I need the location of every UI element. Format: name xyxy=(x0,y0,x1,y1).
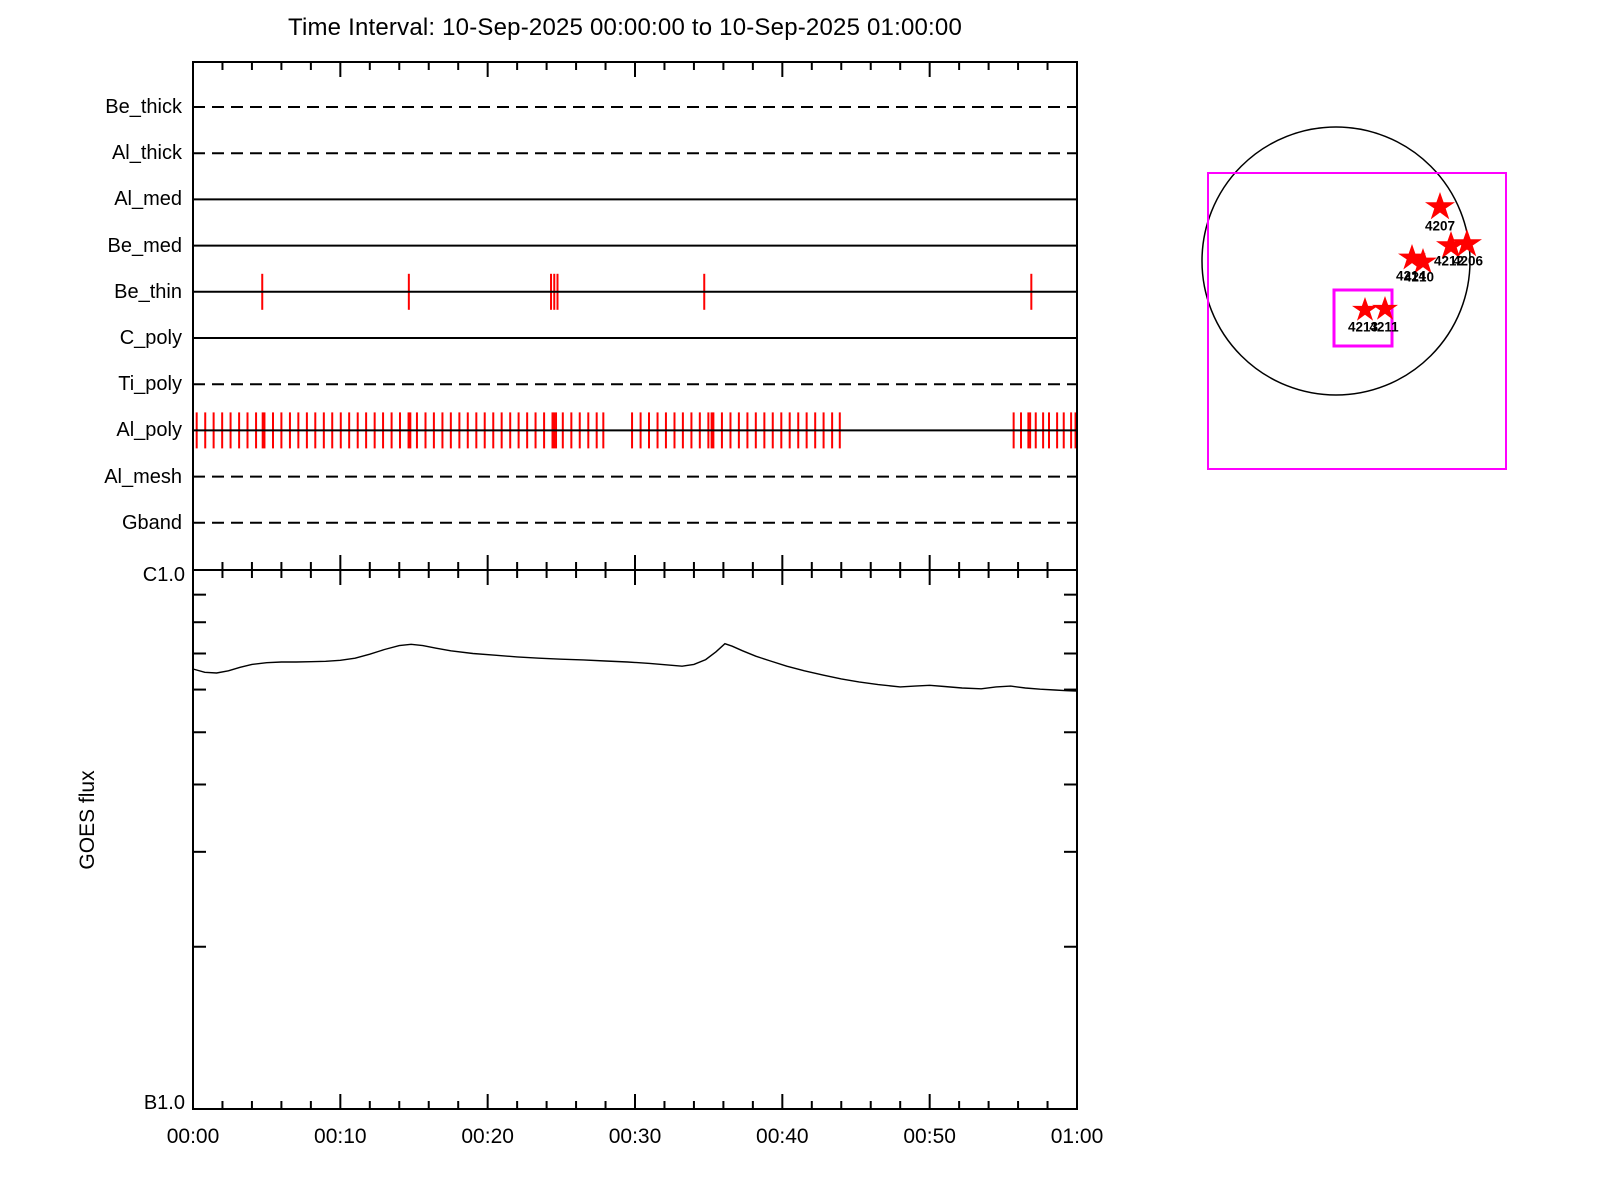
small-fov-box xyxy=(1332,288,1394,348)
solar-disk xyxy=(1201,126,1471,396)
active-region-label-4207: 4207 xyxy=(1424,218,1456,234)
plot-title: Time Interval: 10-Sep-2025 00:00:00 to 1… xyxy=(287,14,963,41)
filter-label-Al_poly: Al_poly xyxy=(116,419,182,442)
filter-label-Gband: Gband xyxy=(121,511,182,534)
large-fov-box xyxy=(1207,172,1507,470)
active-region-label-4213: 4213 xyxy=(1347,319,1379,335)
time-tick-label: 00:40 xyxy=(756,1125,809,1148)
goes-ymax-label: C1.0 xyxy=(142,564,185,586)
time-tick-label: 00:50 xyxy=(903,1125,956,1148)
goes-axis-title: GOES flux xyxy=(76,770,99,870)
active-region-label-4210: 4210 xyxy=(1403,269,1435,285)
filter-label-Al_med: Al_med xyxy=(114,188,182,211)
filter-panel-frame xyxy=(192,61,1078,571)
goes-panel-frame xyxy=(192,569,1078,1110)
goes-curve xyxy=(192,642,1078,692)
filter-label-Be_thick: Be_thick xyxy=(105,96,182,118)
active-region-label-4206: 4206 xyxy=(1452,253,1484,269)
filter-label-Al_thick: Al_thick xyxy=(111,142,182,165)
goes-ymin-label: B1.0 xyxy=(143,1092,185,1114)
filter-label-C_poly: C_poly xyxy=(119,327,182,349)
active-region-label-4211: 4211 xyxy=(1369,319,1399,335)
time-tick-label: 00:30 xyxy=(608,1125,662,1148)
time-tick-label: 00:20 xyxy=(461,1125,514,1148)
filter-label-Ti_poly: Ti_poly xyxy=(118,373,182,396)
filter-label-Al_mesh: Al_mesh xyxy=(104,465,182,488)
filter-label-Be_thin: Be_thin xyxy=(114,280,182,303)
active-region-label-4212: 4212 xyxy=(1433,253,1465,269)
time-tick-label: 00:10 xyxy=(314,1125,367,1148)
filter-label-Be_med: Be_med xyxy=(107,234,183,257)
time-tick-label: 01:00 xyxy=(1050,1125,1104,1148)
time-tick-label: 00:00 xyxy=(166,1125,220,1148)
active-region-label-4214: 4214 xyxy=(1395,268,1427,284)
